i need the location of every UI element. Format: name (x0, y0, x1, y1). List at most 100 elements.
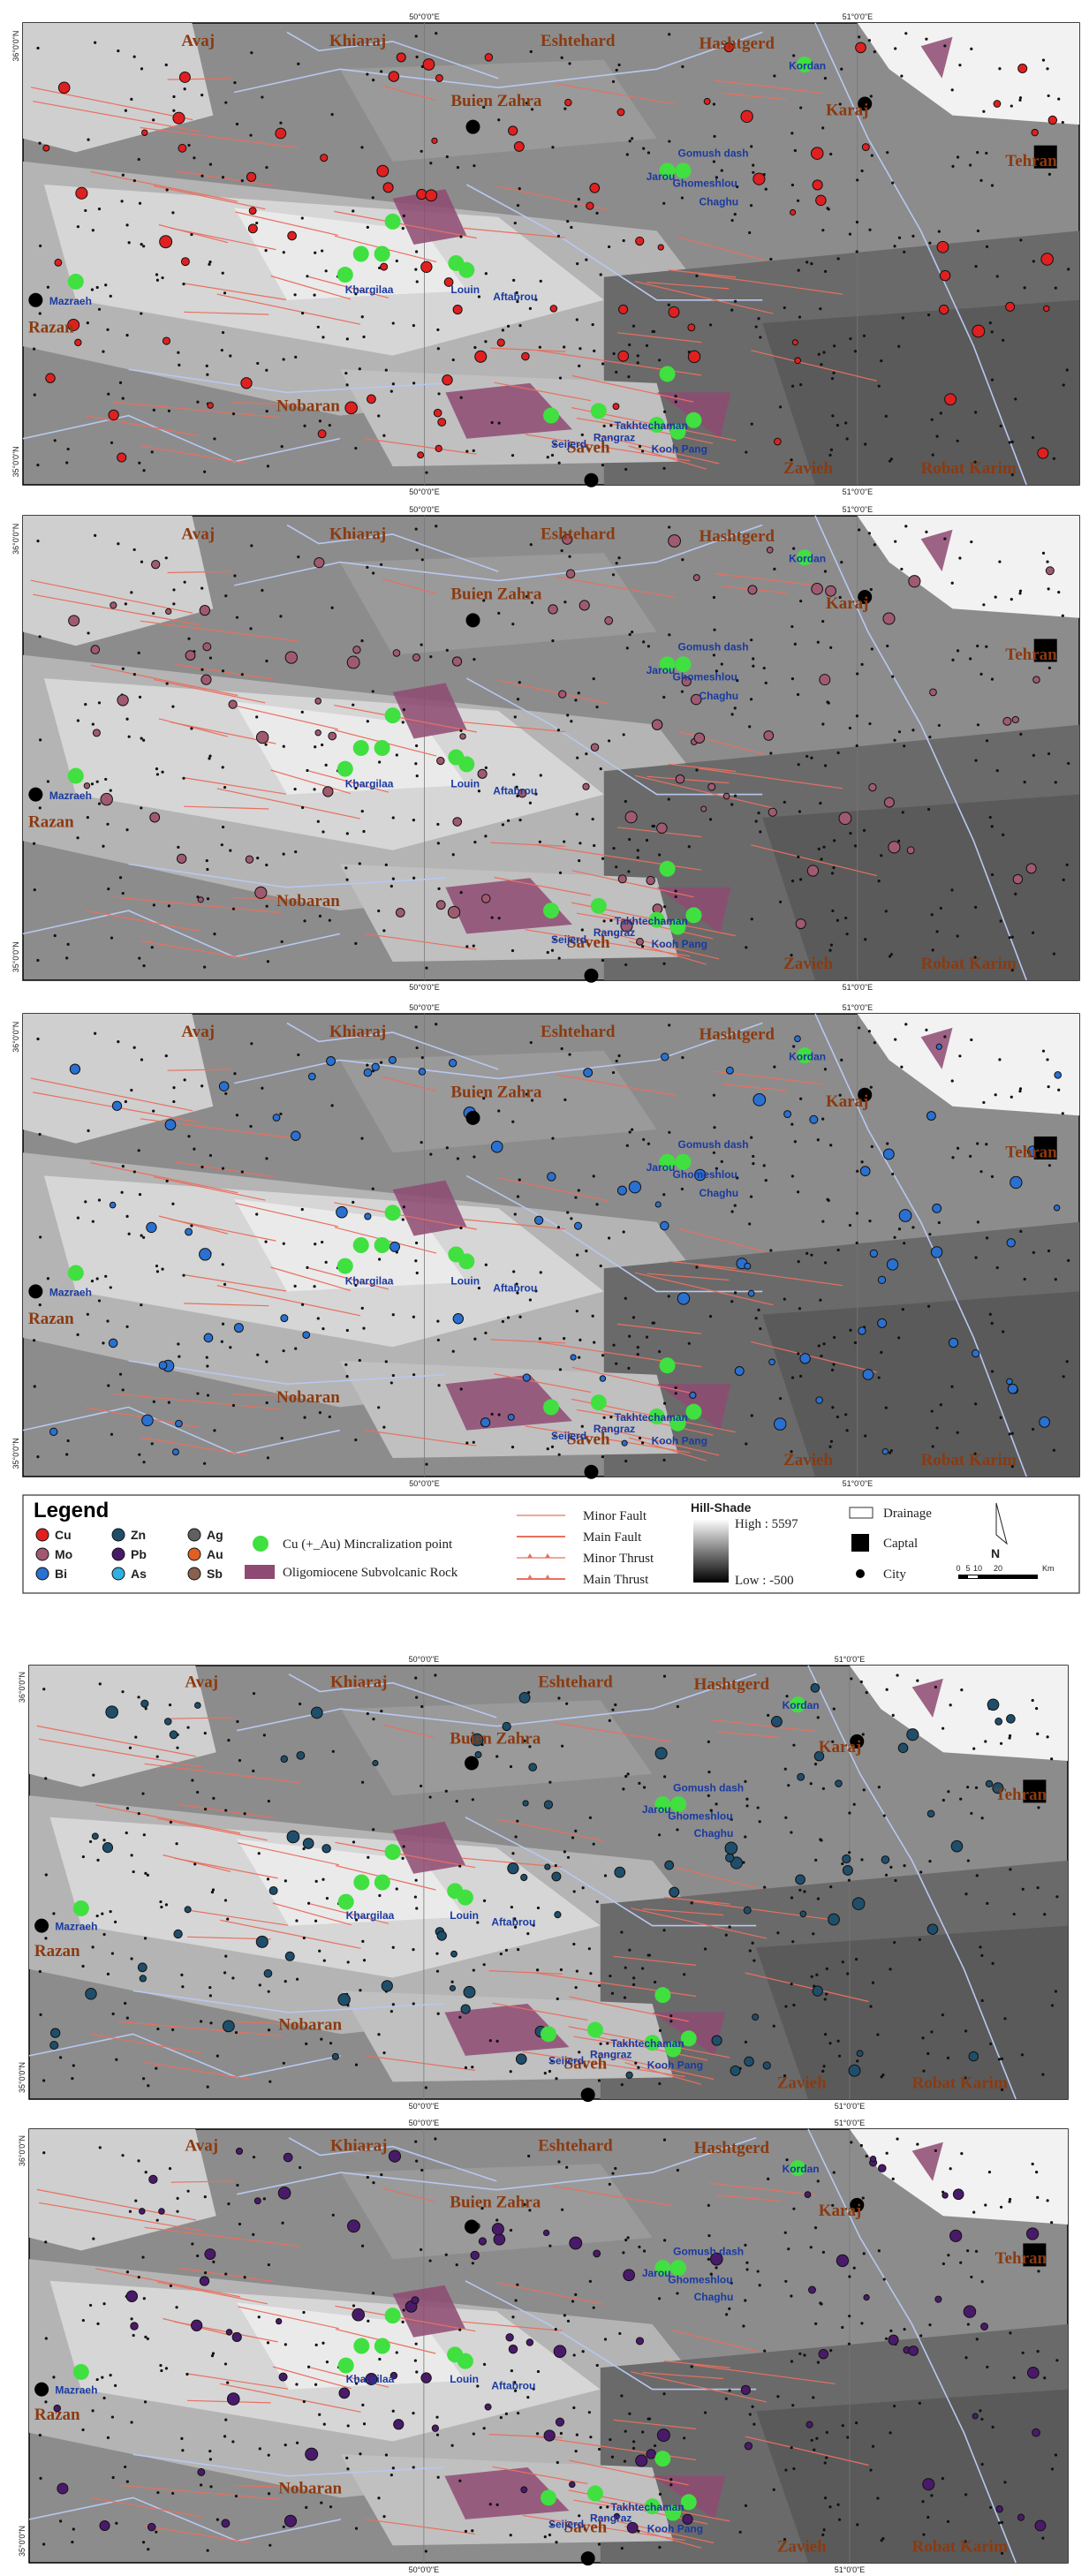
sample-point (125, 1215, 128, 1218)
sample-point (790, 1983, 793, 1985)
sample-point (294, 293, 297, 296)
sample-point (224, 102, 227, 104)
legend-label: Captal (883, 1537, 918, 1551)
sample-point (223, 1971, 226, 1974)
sample-point (609, 1975, 611, 1977)
sample-point (582, 1886, 585, 1889)
sample-point (319, 915, 321, 918)
sample-point (544, 2535, 547, 2538)
anomaly-point (931, 1247, 942, 1258)
sample-point (473, 1441, 475, 1444)
sample-point (377, 910, 380, 912)
sample-point (598, 2542, 601, 2545)
sample-point (161, 771, 163, 774)
sample-point (571, 1836, 574, 1839)
sample-point (713, 1094, 715, 1097)
sample-point (892, 1714, 895, 1717)
longitude-label: 51°0'0"E (843, 487, 873, 496)
scale-label: 0 (956, 1564, 960, 1573)
anomaly-point (712, 2036, 722, 2045)
sample-point (1063, 1375, 1065, 1378)
sample-point (211, 2354, 214, 2357)
sample-point (574, 205, 577, 208)
sample-point (849, 1329, 851, 1332)
sample-point (91, 782, 94, 785)
sample-point (601, 362, 604, 365)
sample-point (498, 421, 501, 424)
sample-point (798, 810, 801, 812)
sample-point (178, 364, 180, 366)
sample-point (942, 2477, 944, 2480)
sample-point (378, 2358, 381, 2361)
sample-point (928, 2323, 931, 2326)
anomaly-point (550, 306, 557, 313)
sample-point (960, 2152, 963, 2155)
sample-point (437, 842, 440, 844)
anomaly-point (102, 1843, 112, 1853)
sample-point (950, 1386, 953, 1388)
sample-point (403, 1845, 405, 1847)
sample-point (263, 2197, 266, 2200)
sample-point (284, 2343, 287, 2346)
sample-point (96, 1915, 99, 1917)
sample-point (829, 646, 832, 649)
sample-point (976, 1874, 979, 1877)
sample-point (896, 2137, 898, 2140)
sample-point (249, 134, 252, 137)
sample-point (911, 729, 914, 731)
sample-point (200, 586, 203, 589)
sample-point (824, 1261, 827, 1264)
sample-point (110, 1910, 112, 1913)
sample-point (856, 744, 858, 747)
mineralization-point (654, 1987, 670, 2003)
sample-point (745, 1804, 748, 1807)
sample-point (458, 2016, 461, 2019)
sample-point (903, 1242, 905, 1244)
sample-point (1000, 919, 1002, 922)
mineralization-label: Aftabrou (491, 2380, 535, 2392)
sample-point (1057, 1089, 1060, 1092)
sample-point (885, 910, 888, 912)
sample-point (996, 1266, 999, 1269)
sample-point (998, 2058, 1001, 2060)
sample-point (622, 2251, 624, 2254)
sample-point (555, 2077, 557, 2080)
anomaly-point (849, 2065, 860, 2076)
mineralization-label: Khargilaa (345, 283, 394, 296)
sample-point (548, 2245, 551, 2247)
sample-point (820, 363, 822, 366)
sample-point (744, 1780, 746, 1783)
anomaly-point (314, 558, 324, 568)
sample-point (626, 153, 629, 155)
sample-point (970, 48, 972, 50)
sample-point (297, 63, 299, 65)
anomaly-point (889, 2335, 898, 2345)
sample-point (558, 462, 561, 465)
sample-point (792, 1045, 795, 1047)
sample-point (683, 2436, 685, 2439)
sample-point (208, 757, 210, 759)
anomaly-point (951, 1840, 963, 1852)
sample-point (354, 942, 357, 945)
mineralization-point (385, 2308, 401, 2323)
anomaly-point (566, 570, 574, 578)
sample-point (866, 2155, 868, 2157)
hillshade-ramp (693, 1519, 729, 1583)
anomaly-point (276, 128, 286, 139)
sample-point (223, 786, 226, 789)
mineralization-point (587, 2485, 603, 2501)
mineralization-point (591, 1394, 607, 1410)
sample-point (1048, 1164, 1051, 1167)
sample-point (87, 1313, 89, 1316)
sample-point (932, 453, 934, 456)
sample-point (177, 2197, 179, 2200)
sample-point (787, 1784, 790, 1787)
sample-point (414, 2140, 417, 2142)
sample-point (942, 1799, 945, 1802)
sample-point (138, 2276, 140, 2278)
sample-point (326, 1897, 329, 1900)
sample-point (268, 2492, 270, 2495)
sample-point (791, 1940, 794, 1943)
anomaly-point (677, 1293, 689, 1304)
sample-point (372, 571, 374, 574)
